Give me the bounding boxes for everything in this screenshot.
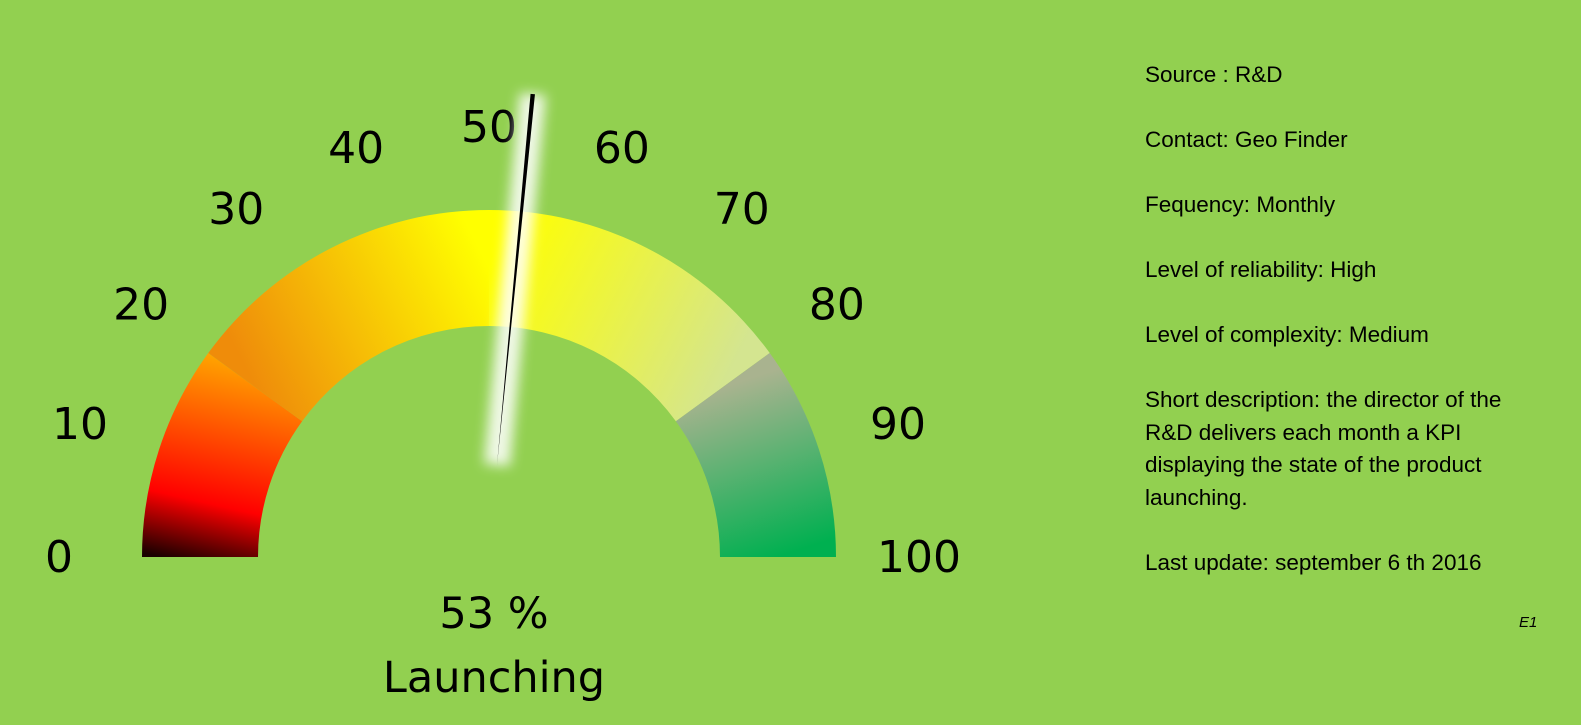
tick-label-20: 20 [113, 279, 169, 330]
tick-label-50: 50 [461, 102, 517, 153]
source-text: Source : R&D [1145, 62, 1283, 87]
tick-label-90: 90 [870, 399, 926, 450]
kpi-code: E1 [1519, 614, 1538, 631]
gauge-band-50-80 [489, 210, 770, 422]
tick-label-100: 100 [877, 532, 961, 583]
reliability-text: Level of reliability: High [1145, 257, 1377, 282]
gauge-band-20-50 [208, 210, 489, 422]
last-update-text: Last update: september 6 th 2016 [1145, 549, 1482, 575]
contact-text: Contact: Geo Finder [1145, 127, 1348, 152]
gauge-caption: Launching [383, 653, 605, 703]
gauge-band-0-20 [142, 353, 303, 557]
gauge-needle [497, 93, 535, 465]
tick-label-70: 70 [714, 184, 770, 235]
tick-label-30: 30 [208, 184, 264, 235]
complexity-text: Level of complexity: Medium [1145, 322, 1429, 347]
tick-label-40: 40 [328, 123, 384, 174]
gauge-value-label: 53 % [439, 589, 548, 639]
tick-label-0: 0 [45, 532, 73, 583]
frequency-text: Fequency: Monthly [1145, 192, 1336, 217]
tick-label-10: 10 [52, 399, 108, 450]
description-text: Short description: the director of the R… [1145, 387, 1502, 510]
tick-label-60: 60 [594, 123, 650, 174]
gauge-chart: 0 10 20 30 40 50 60 70 80 90 100 53 % Launching [45, 92, 961, 703]
tick-label-80: 80 [809, 279, 865, 330]
gauge-band-80-100 [675, 353, 836, 557]
kpi-info-panel: Source : R&D Contact: Geo Finder Fequenc… [1145, 59, 1545, 579]
